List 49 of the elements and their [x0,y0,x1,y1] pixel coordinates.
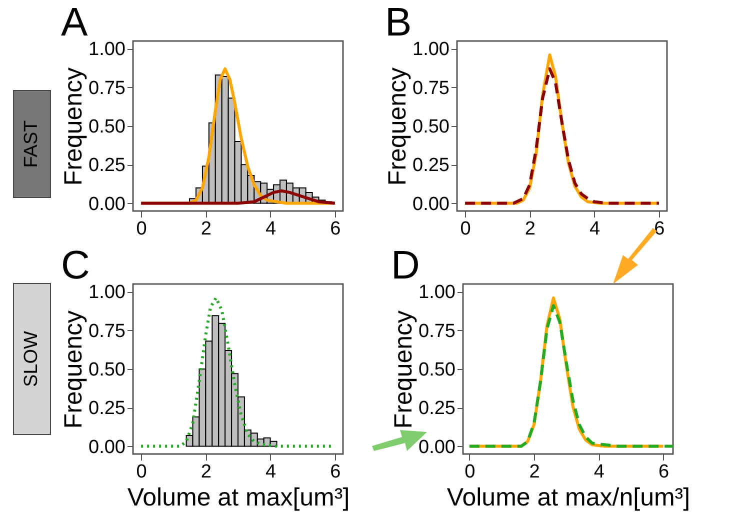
x-tick-label: 6 [654,218,665,240]
y-axis-title: Frequency [384,66,412,186]
x-tick-label: 2 [524,218,536,240]
y-tick-label: 0.50 [88,360,126,380]
y-tick-label: 0.50 [412,116,450,138]
chart-title: C [61,244,90,288]
text: SLOW [21,331,43,387]
chart-title: D [391,244,420,288]
y-tick-label: 0.25 [412,155,450,176]
y-tick-label: 0.75 [88,78,126,99]
x-tick-label: 0 [136,218,147,240]
y-tick-label: 0.75 [412,78,450,99]
y-tick-label: 1.00 [418,282,456,304]
x-tick-label: 0 [464,462,476,482]
x-tick-label: 4 [590,218,601,240]
x-tick-label: 4 [594,462,605,482]
y-tick-label: 0.25 [88,155,126,176]
y-tick-label: 1.00 [88,39,126,60]
y-tick-label: 0.25 [88,398,126,420]
x-tick-label: 2 [200,218,212,240]
line-series [140,296,334,448]
y-axis-title: Frequency [60,66,88,186]
x-axis-title: Volume at max[um³] [127,484,350,512]
chart-title: B [385,0,412,45]
x-axis-title: Volume at max/n[um³] [446,484,690,512]
y-tick-label: 0.50 [88,116,126,138]
y-tick-label: 0.00 [412,194,450,215]
y-tick-label: 0.75 [418,320,456,342]
x-tick-label: 0 [460,218,471,240]
x-tick-label: 4 [266,462,277,482]
y-tick-label: 0.50 [418,360,456,380]
x-tick-label: 0 [136,462,147,482]
y-tick-label: 0.00 [88,194,126,215]
chart-title: A [61,0,88,45]
y-tick-label: 0.25 [418,398,456,420]
y-tick-label: 1.00 [412,39,450,60]
text: FAST [21,120,43,168]
y-tick-label: 1.00 [88,282,126,304]
y-tick-label: 0.00 [88,436,126,458]
x-tick-label: 6 [330,462,341,482]
y-axis-title: Frequency [390,310,418,429]
y-axis-title: Frequency [60,310,88,429]
y-tick-label: 0.00 [418,436,456,458]
x-tick-label: 4 [266,218,277,240]
x-tick-label: 6 [330,218,341,240]
x-tick-label: 2 [529,462,540,482]
x-tick-label: 2 [200,462,212,482]
y-tick-label: 0.75 [88,320,126,342]
x-tick-label: 6 [658,462,670,482]
